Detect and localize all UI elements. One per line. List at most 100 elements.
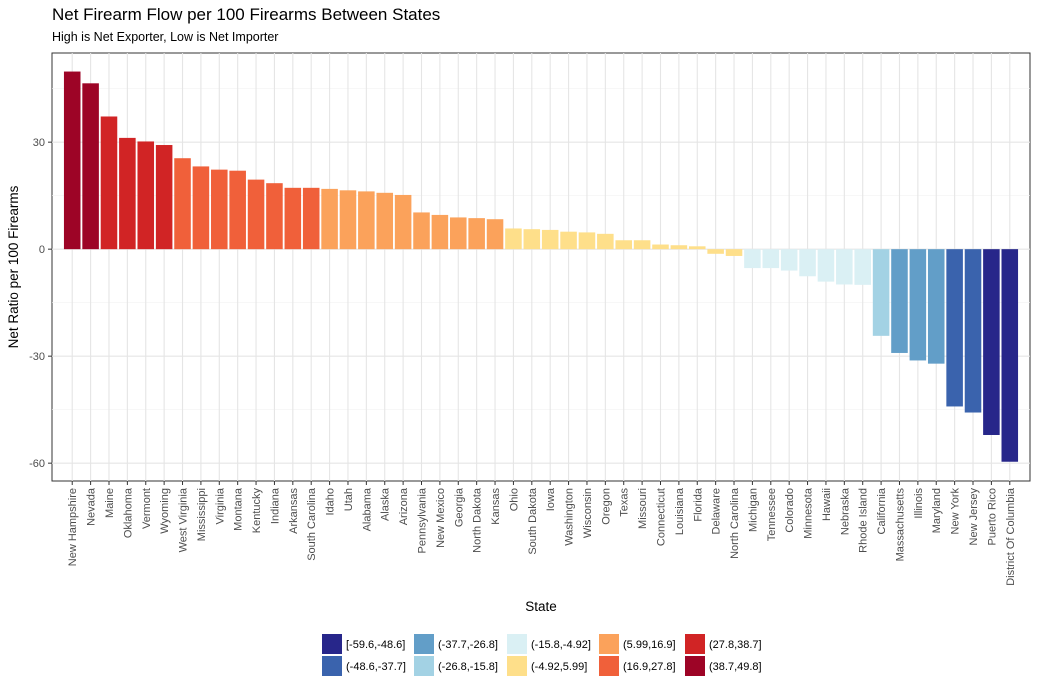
x-tick-label: Louisiana <box>674 487 686 535</box>
x-tick-label: Pennsylvania <box>417 487 429 553</box>
bar-south-carolina <box>302 187 320 250</box>
legend-swatch <box>322 656 342 676</box>
x-tick-label: Missouri <box>637 488 649 529</box>
bar-rhode-island <box>854 249 871 285</box>
x-tick-label: Michigan <box>747 488 759 532</box>
x-tick-label: Nevada <box>86 487 98 526</box>
bar-montana <box>229 170 246 250</box>
bar-new-mexico <box>431 214 449 250</box>
x-tick-label: New Hampshire <box>67 488 79 566</box>
bar-idaho <box>321 188 338 250</box>
legend-label: [-59.6,-48.6] <box>346 639 405 651</box>
bar-district-of-columbia <box>1001 249 1019 462</box>
bar-alabama <box>358 191 375 250</box>
x-tick-label: Oregon <box>600 488 612 525</box>
legend-swatch <box>685 656 705 676</box>
bar-delaware <box>707 249 724 254</box>
x-tick-label: Puerto Rico <box>986 488 998 545</box>
x-tick-label: District Of Columbia <box>1005 487 1017 586</box>
legend-label: (-4.92,5.99] <box>531 661 587 673</box>
bar-new-york <box>946 249 963 407</box>
y-axis-ticks: -60 -30 0 30 <box>29 137 52 470</box>
x-axis-ticks: New Hampshire Nevada Maine Oklahoma Vermont W… <box>67 481 1017 586</box>
y-tick-label: -60 <box>29 458 45 470</box>
legend: [-59.6,-48.6] (-48.6,-37.7] (-37.7,-26.8] (… <box>322 634 762 676</box>
legend-label: (-26.8,-15.8] <box>438 661 498 673</box>
legend-label: (38.7,49.8] <box>709 661 762 673</box>
y-tick-label: 30 <box>33 137 45 149</box>
bar-vermont <box>137 141 155 250</box>
bar-florida <box>688 246 706 250</box>
x-tick-label: Idaho <box>325 488 337 516</box>
bar-missouri <box>633 240 651 250</box>
x-tick-label: Rhode Island <box>858 488 870 553</box>
x-tick-label: Mississippi <box>196 488 208 541</box>
x-tick-label: Oklahoma <box>122 487 134 538</box>
y-tick-label: -30 <box>29 351 45 363</box>
bar-hawaii <box>817 249 835 282</box>
bar-georgia <box>450 217 467 250</box>
x-tick-label: Florida <box>692 487 704 522</box>
x-tick-label: Montana <box>233 487 245 531</box>
x-tick-label: West Virginia <box>178 487 190 552</box>
bar-kansas <box>486 219 504 250</box>
x-tick-label: Iowa <box>545 487 557 511</box>
legend-label: (-37.7,-26.8] <box>438 639 498 651</box>
x-tick-label: New York <box>950 488 962 535</box>
x-tick-label: Washington <box>564 488 576 546</box>
x-tick-label: Wyoming <box>159 488 171 534</box>
bar-colorado <box>780 249 798 271</box>
bar-west-virginia <box>174 158 191 250</box>
bar-maine <box>100 116 118 250</box>
legend-label: (-15.8,-4.92] <box>531 639 591 651</box>
x-tick-label: Maryland <box>931 488 943 533</box>
bar-new-hampshire <box>63 71 81 250</box>
bar-washington <box>560 231 577 250</box>
x-tick-label: Massachusetts <box>894 488 906 562</box>
bar-north-dakota <box>468 218 485 250</box>
bar-maryland <box>927 249 945 364</box>
x-tick-label: Ohio <box>508 488 520 511</box>
x-tick-label: Alabama <box>361 487 373 531</box>
bar-california <box>872 249 890 336</box>
bar-pennsylvania <box>413 212 430 250</box>
legend-label: (16.9,27.8] <box>623 661 676 673</box>
x-tick-label: Alaska <box>380 487 392 521</box>
bar-new-jersey <box>964 249 982 413</box>
bar-iowa <box>541 229 559 250</box>
x-tick-label: Illinois <box>913 488 925 519</box>
x-tick-label: Connecticut <box>655 488 667 546</box>
bar-indiana <box>266 183 283 250</box>
y-axis-title: Net Ratio per 100 Firearms <box>6 185 21 348</box>
legend-swatch <box>599 656 619 676</box>
legend-swatch <box>599 634 619 654</box>
x-tick-label: South Dakota <box>527 487 539 555</box>
x-tick-label: Texas <box>619 488 631 517</box>
x-tick-label: Kansas <box>490 488 502 525</box>
legend-swatch <box>507 656 527 676</box>
x-tick-label: Virginia <box>214 487 226 524</box>
bars-group <box>63 71 1019 462</box>
bar-kentucky <box>247 179 265 250</box>
bar-wyoming <box>155 145 173 250</box>
x-tick-label: Arkansas <box>288 488 300 534</box>
legend-swatch <box>414 634 434 654</box>
x-tick-label: Kentucky <box>251 488 263 534</box>
x-tick-label: New Jersey <box>968 488 980 546</box>
x-tick-label: Utah <box>343 488 355 511</box>
x-tick-label: Colorado <box>784 488 796 533</box>
legend-swatch <box>685 634 705 654</box>
x-tick-label: Vermont <box>141 488 153 529</box>
x-tick-label: Georgia <box>453 487 465 527</box>
bar-michigan <box>744 249 761 269</box>
bar-puerto-rico <box>983 249 1000 435</box>
bar-arkansas <box>284 187 302 250</box>
bar-alaska <box>376 192 394 250</box>
legend-swatch <box>414 656 434 676</box>
bar-virginia <box>211 169 228 250</box>
x-tick-label: Minnesota <box>803 487 815 539</box>
legend-swatch <box>507 634 527 654</box>
bar-oregon <box>597 233 614 250</box>
x-tick-label: Arizona <box>398 487 410 525</box>
legend-label: (5.99,16.9] <box>623 639 676 651</box>
